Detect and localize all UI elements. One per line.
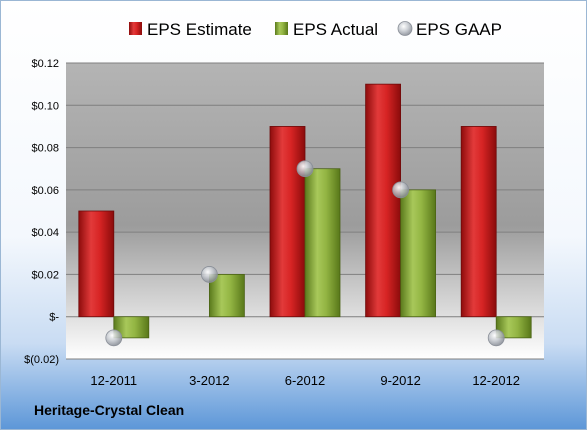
x-axis-labels: 12-2011 3-2012 6-2012 9-2012 12-2012 bbox=[90, 373, 520, 388]
legend: EPS Estimate EPS Actual EPS GAAP bbox=[129, 20, 502, 39]
legend-swatch-eps-actual bbox=[275, 22, 288, 35]
eps-actual-bar bbox=[400, 189, 437, 318]
legend-label-eps-gaap: EPS GAAP bbox=[416, 20, 502, 39]
eps-actual-bar bbox=[208, 274, 245, 318]
eps-gaap-marker bbox=[392, 181, 410, 199]
legend-label-eps-actual: EPS Actual bbox=[293, 20, 378, 39]
eps-estimate-bar bbox=[365, 83, 402, 318]
y-axis-ticks: $0.12 $0.10 $0.08 $0.06 $0.04 $0.02 $- $(0.02) bbox=[24, 58, 59, 366]
legend-label-eps-estimate: EPS Estimate bbox=[147, 20, 252, 39]
gaap-markers bbox=[105, 160, 505, 347]
legend-marker-eps-gaap bbox=[397, 21, 413, 36]
y-tick-label: $(0.02) bbox=[24, 354, 59, 366]
x-category-label: 3-2012 bbox=[189, 373, 229, 388]
x-category-label: 6-2012 bbox=[285, 373, 325, 388]
company-name: Heritage-Crystal Clean bbox=[34, 402, 185, 418]
eps-gaap-marker bbox=[200, 266, 218, 283]
eps-gaap-marker bbox=[105, 329, 123, 347]
eps-estimate-bar bbox=[269, 126, 306, 318]
eps-gaap-marker bbox=[487, 329, 505, 347]
eps-actual-bar bbox=[495, 316, 532, 339]
x-category-label: 9-2012 bbox=[380, 373, 420, 388]
eps-estimate-bar bbox=[460, 126, 497, 318]
eps-estimate-bar bbox=[78, 210, 115, 318]
y-tick-label: $- bbox=[49, 312, 59, 324]
y-tick-label: $0.06 bbox=[31, 185, 59, 197]
eps-gaap-marker bbox=[296, 160, 314, 178]
eps-actual-bar bbox=[304, 168, 341, 318]
y-tick-label: $0.04 bbox=[31, 227, 59, 239]
legend-swatch-eps-estimate bbox=[129, 22, 142, 35]
y-tick-label: $0.02 bbox=[31, 269, 59, 281]
bars bbox=[78, 83, 532, 339]
y-tick-label: $0.08 bbox=[31, 143, 59, 155]
x-category-label: 12-2011 bbox=[90, 373, 137, 388]
x-category-label: 12-2012 bbox=[472, 373, 520, 388]
y-tick-label: $0.10 bbox=[31, 100, 59, 112]
eps-actual-bar bbox=[113, 316, 150, 339]
y-tick-label: $0.12 bbox=[31, 58, 59, 70]
